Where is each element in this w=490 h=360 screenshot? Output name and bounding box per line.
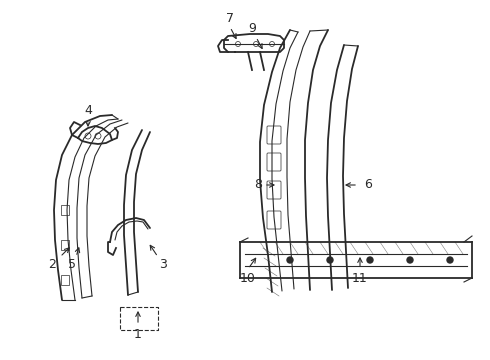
- Text: 1: 1: [134, 328, 142, 342]
- Text: 9: 9: [248, 22, 256, 35]
- Bar: [61, 205, 69, 215]
- Text: 11: 11: [352, 271, 368, 284]
- Text: 8: 8: [254, 179, 262, 192]
- Text: 4: 4: [84, 104, 92, 117]
- Text: 10: 10: [240, 271, 256, 284]
- Circle shape: [287, 257, 293, 263]
- Text: 7: 7: [226, 12, 234, 24]
- Text: 5: 5: [68, 258, 76, 271]
- Circle shape: [367, 257, 373, 263]
- Circle shape: [327, 257, 333, 263]
- Text: 2: 2: [48, 258, 56, 271]
- Bar: [61, 275, 69, 285]
- Bar: [61, 240, 69, 250]
- Text: 3: 3: [159, 258, 167, 271]
- Text: 6: 6: [364, 179, 372, 192]
- Circle shape: [447, 257, 453, 263]
- Circle shape: [407, 257, 413, 263]
